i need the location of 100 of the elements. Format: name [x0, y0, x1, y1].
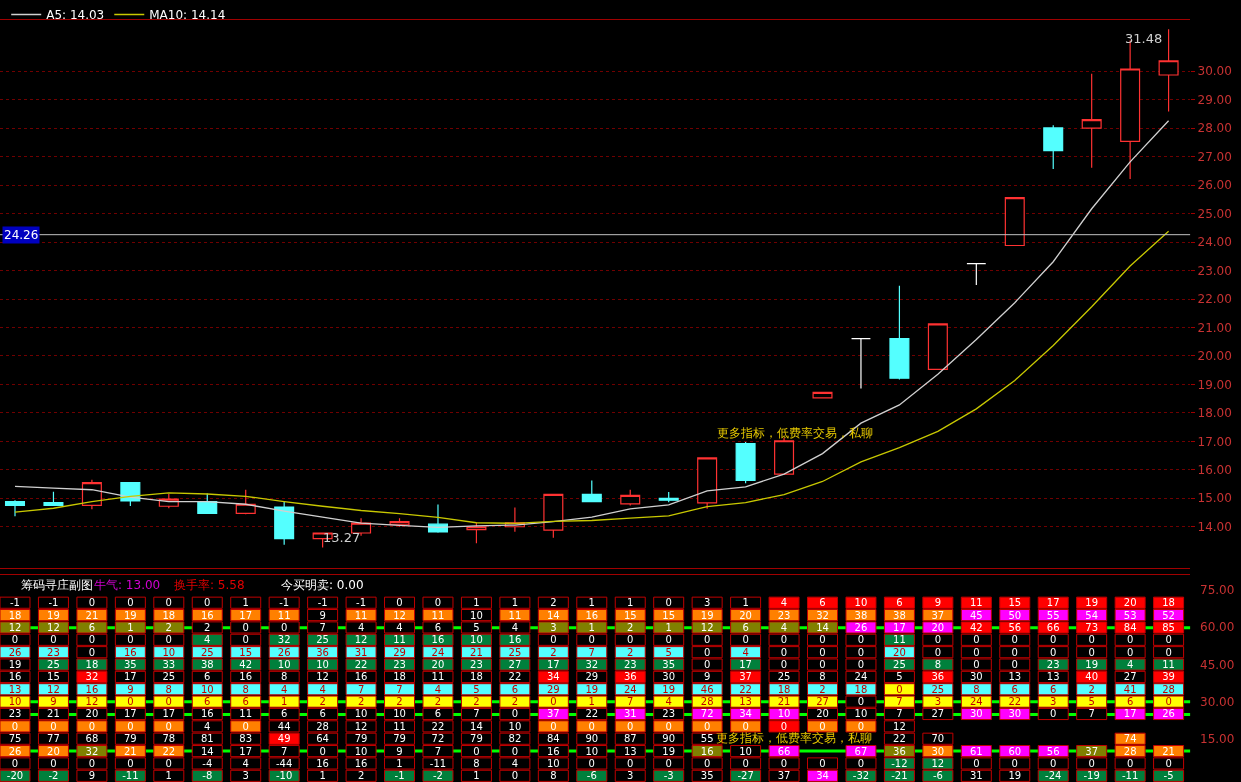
- data-label: 2: [165, 621, 172, 633]
- data-label: 16: [8, 671, 22, 683]
- data-label: 25: [162, 671, 176, 683]
- annotation: 13.27: [323, 530, 361, 545]
- data-label: 8: [242, 683, 249, 695]
- data-label: 10: [777, 708, 791, 720]
- data-label: 30: [662, 671, 676, 683]
- data-label: 0: [1088, 757, 1095, 769]
- data-label: 39: [1162, 671, 1175, 683]
- data-label: 25: [316, 634, 329, 646]
- data-label: 4: [1126, 659, 1134, 671]
- data-label: 0: [780, 634, 788, 646]
- data-label: 55: [1046, 609, 1060, 621]
- data-label: 29: [393, 646, 406, 658]
- data-label: 0: [88, 720, 96, 732]
- data-label: 7: [1088, 708, 1095, 720]
- data-label: 0: [973, 646, 980, 658]
- data-label: 0: [742, 757, 749, 769]
- data-label: 4: [780, 597, 788, 609]
- data-label: 37: [777, 770, 791, 782]
- data-label: 11: [969, 597, 983, 609]
- candlestick: [1004, 197, 1025, 247]
- data-label: 2: [550, 646, 557, 658]
- data-label: 4: [242, 757, 249, 769]
- data-label: 0: [1050, 634, 1057, 646]
- data-label: 20: [893, 646, 906, 658]
- data-label: -44: [275, 757, 293, 769]
- y-tick-label: 18.00: [1197, 406, 1232, 421]
- data-label: 23: [470, 659, 483, 671]
- data-label: 18: [162, 609, 176, 621]
- data-label: 19: [662, 683, 676, 695]
- data-label: 23: [777, 609, 791, 621]
- data-label: 72: [700, 708, 714, 720]
- data-label: 0: [396, 597, 403, 609]
- data-label: 22: [431, 720, 445, 732]
- data-label: 0: [934, 646, 942, 658]
- data-label: 27: [1123, 671, 1137, 683]
- data-label: 8: [473, 757, 480, 769]
- data-label: 0: [473, 745, 480, 757]
- data-label: 0: [665, 757, 672, 769]
- annotation: 更多指标，低费率交易，私聊: [716, 731, 872, 745]
- data-label: 10: [277, 659, 291, 671]
- data-label: 84: [1123, 621, 1137, 633]
- data-label: 9: [50, 696, 57, 708]
- data-label: 35: [123, 659, 137, 671]
- data-label: 4: [204, 720, 211, 732]
- data-label: 0: [550, 696, 557, 708]
- data-label: 28: [316, 720, 329, 732]
- data-label: -24: [1045, 770, 1062, 782]
- data-label: 0: [857, 757, 865, 769]
- data-label: 11: [239, 708, 253, 720]
- annotation: 31.48: [1125, 31, 1163, 46]
- y-tick-label: 16.00: [1197, 463, 1232, 478]
- data-label: 0: [11, 720, 19, 732]
- data-label: 13: [1046, 671, 1060, 683]
- data-label: 8: [165, 683, 172, 695]
- annotation: 更多指标，低费率交易，私聊: [717, 426, 873, 440]
- data-label: 6: [242, 696, 249, 708]
- text: 75.00: [1200, 583, 1235, 597]
- data-label: 75: [8, 733, 22, 745]
- data-label: 19: [662, 745, 676, 757]
- data-label: -5: [1163, 770, 1174, 782]
- data-label: 0: [1011, 757, 1018, 769]
- data-label: 2: [627, 621, 634, 633]
- data-label: 16: [700, 745, 714, 757]
- data-label: 17: [739, 659, 752, 671]
- data-label: 12: [700, 621, 714, 633]
- y-tick-label: 24.00: [1197, 235, 1232, 250]
- data-label: 72: [431, 733, 445, 745]
- data-label: 6: [280, 708, 288, 720]
- data-label: 17: [1123, 708, 1137, 720]
- data-label: 10: [393, 708, 406, 720]
- candlestick: [735, 441, 756, 484]
- data-label: 0: [665, 720, 672, 732]
- data-label: 67: [854, 745, 868, 757]
- data-label: 1: [588, 597, 595, 609]
- data-label: 6: [434, 708, 442, 720]
- data-label: 0: [665, 634, 672, 646]
- data-label: 33: [162, 659, 176, 671]
- data-label: 83: [239, 733, 253, 745]
- text: 45.00: [1200, 658, 1235, 672]
- data-label: 81: [200, 733, 214, 745]
- candlestick: [543, 493, 564, 539]
- candlestick: [581, 480, 602, 503]
- data-label: -19: [1083, 770, 1100, 782]
- data-label: 6: [819, 597, 826, 609]
- data-label: 79: [470, 733, 483, 745]
- data-label: -4: [202, 757, 213, 769]
- data-label: 25: [200, 646, 214, 658]
- candlestick: [966, 263, 987, 286]
- data-label: 17: [1046, 597, 1060, 609]
- data-label: 0: [280, 621, 288, 633]
- data-label: 23: [47, 646, 60, 658]
- data-label: 0: [588, 720, 595, 732]
- data-label: 28: [1162, 683, 1175, 695]
- legend-label: A5: 14.03: [46, 8, 105, 23]
- data-label: 1: [280, 696, 288, 708]
- data-label: 5: [665, 646, 672, 658]
- text: 60.00: [1200, 620, 1235, 634]
- candlestick: [774, 437, 795, 476]
